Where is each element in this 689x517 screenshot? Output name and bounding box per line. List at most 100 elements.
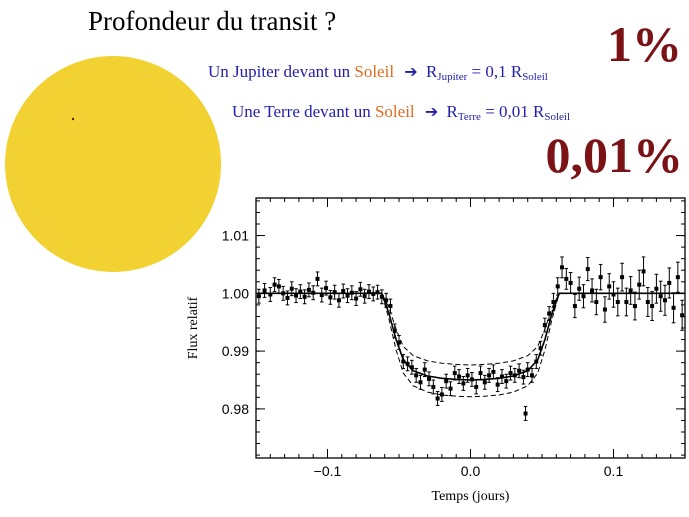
data-point bbox=[349, 290, 354, 295]
data-point bbox=[414, 373, 419, 378]
data-point bbox=[555, 284, 560, 289]
data-point bbox=[336, 298, 341, 303]
right-arrow-icon: ➔ bbox=[404, 62, 418, 81]
right-arrow-icon: ➔ bbox=[424, 102, 439, 121]
data-point bbox=[551, 300, 556, 304]
data-point bbox=[405, 361, 410, 366]
slide-title: Profondeur du transit ? bbox=[88, 6, 337, 36]
model-lower-curve bbox=[256, 292, 685, 398]
data-point bbox=[379, 294, 384, 299]
data-point bbox=[465, 373, 470, 378]
data-point bbox=[448, 386, 453, 391]
data-point bbox=[302, 294, 307, 299]
data-point bbox=[427, 376, 432, 381]
sun-disc bbox=[5, 56, 221, 272]
data-point bbox=[276, 284, 281, 289]
data-point bbox=[298, 289, 303, 294]
x-tick-label: −0.1 bbox=[314, 463, 342, 479]
data-point bbox=[474, 384, 479, 389]
data-point bbox=[358, 287, 363, 292]
data-point bbox=[256, 294, 261, 299]
jupiter-eq: = 0,1 RSoleil bbox=[471, 62, 548, 83]
plot-area bbox=[256, 198, 685, 458]
data-point bbox=[397, 340, 401, 345]
data-point bbox=[289, 286, 294, 291]
jupiter-mid: devant un bbox=[283, 62, 351, 81]
data-point bbox=[504, 379, 509, 384]
data-point bbox=[602, 307, 607, 312]
data-point bbox=[491, 369, 496, 374]
data-point bbox=[272, 282, 277, 287]
data-point bbox=[529, 373, 534, 378]
data-point bbox=[392, 328, 397, 333]
data-point bbox=[371, 291, 376, 296]
data-point bbox=[487, 373, 492, 378]
y-tick-label: 1.01 bbox=[222, 228, 249, 244]
data-point bbox=[482, 380, 487, 385]
earth-star: Soleil bbox=[374, 102, 415, 121]
y-tick-label: 1.00 bbox=[222, 285, 249, 301]
earth-prefix: Une Terre bbox=[232, 102, 300, 121]
earth-r: RTerre bbox=[446, 102, 481, 123]
data-point bbox=[577, 286, 582, 291]
data-point bbox=[319, 293, 324, 298]
data-point bbox=[452, 371, 457, 376]
data-point bbox=[409, 365, 414, 370]
y-tick-label: 0.98 bbox=[222, 401, 249, 417]
data-point bbox=[324, 286, 329, 291]
data-point bbox=[495, 382, 500, 387]
data-point bbox=[508, 371, 513, 376]
data-point bbox=[581, 294, 586, 299]
data-point bbox=[461, 381, 466, 386]
data-point bbox=[585, 267, 590, 272]
data-point bbox=[658, 294, 663, 299]
data-point bbox=[547, 311, 552, 316]
data-point bbox=[332, 290, 337, 295]
data-point bbox=[654, 286, 659, 291]
data-point bbox=[650, 304, 655, 309]
data-point bbox=[517, 368, 522, 373]
data-point bbox=[435, 396, 440, 401]
data-point bbox=[499, 374, 504, 379]
data-point bbox=[422, 367, 427, 372]
data-point bbox=[512, 373, 517, 378]
data-point bbox=[628, 288, 633, 293]
data-point bbox=[262, 288, 267, 293]
data-point bbox=[281, 291, 286, 296]
y-axis-label: Flux relatif bbox=[186, 296, 201, 359]
data-point bbox=[671, 305, 676, 310]
depth-earth: 0,01% bbox=[545, 127, 684, 183]
x-axis-label: Temps (jours) bbox=[432, 489, 510, 504]
plot-frame-group bbox=[256, 198, 685, 458]
data-point bbox=[572, 304, 577, 309]
earth-line: Une Terre devant un Soleil ➔ RTerre = 0,… bbox=[232, 102, 570, 123]
data-point bbox=[641, 269, 646, 274]
jupiter-r: RJupiter bbox=[425, 62, 468, 83]
planet-dot bbox=[71, 117, 75, 121]
data-point bbox=[667, 280, 672, 285]
data-point bbox=[362, 294, 367, 299]
data-point bbox=[615, 300, 620, 304]
data-point bbox=[568, 280, 573, 285]
data-point bbox=[315, 276, 320, 281]
data-point bbox=[525, 367, 530, 372]
data-point bbox=[469, 377, 474, 382]
data-point bbox=[388, 304, 393, 309]
data-point bbox=[401, 359, 406, 364]
earth-eq: = 0,01 RSoleil bbox=[485, 102, 571, 123]
data-point bbox=[431, 384, 436, 389]
data-point bbox=[564, 276, 569, 281]
jupiter-line: Un Jupiter devant un Soleil ➔ RJupiter =… bbox=[208, 62, 548, 83]
data-point bbox=[345, 293, 350, 298]
data-point bbox=[611, 292, 616, 297]
x-tick-label: 0.1 bbox=[604, 463, 624, 479]
data-point bbox=[341, 289, 346, 294]
data-point bbox=[457, 374, 462, 379]
jupiter-prefix: Un Jupiter bbox=[208, 62, 280, 81]
depth-jupiter: 1% bbox=[607, 16, 682, 72]
data-point bbox=[294, 293, 299, 298]
data-point bbox=[354, 296, 359, 301]
